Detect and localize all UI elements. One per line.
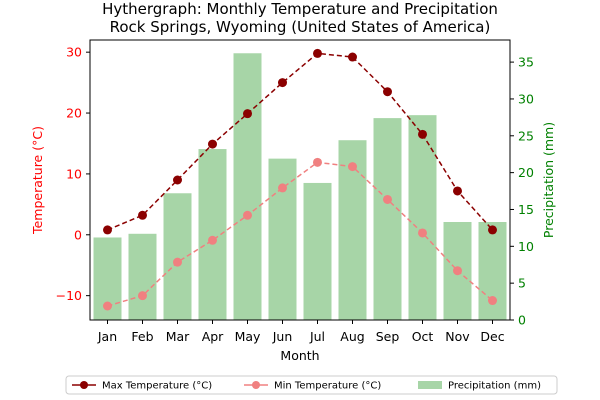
x-tick-label: Mar xyxy=(166,329,190,344)
x-tick-label: Jul xyxy=(309,329,325,344)
legend-label: Precipitation (mm) xyxy=(448,381,541,392)
precipitation-bar xyxy=(373,118,402,321)
precipitation-bars xyxy=(93,53,507,321)
precipitation-bar xyxy=(303,182,332,320)
y-axis-right-label: Precipitation (mm) xyxy=(541,122,556,238)
y-right-tick-label: 0 xyxy=(518,313,526,328)
legend-swatch-marker xyxy=(80,381,88,389)
y-left-tick-label: 30 xyxy=(66,45,82,60)
y-right-tick-label: 30 xyxy=(518,91,534,106)
min-temperature-point xyxy=(243,210,252,220)
min-temperature-point xyxy=(138,291,147,301)
precipitation-bar xyxy=(128,233,157,320)
x-axis-label: Month xyxy=(280,348,319,363)
precipitation-bar xyxy=(233,53,262,321)
y-axis-left-label: Temperature (°C) xyxy=(30,126,45,235)
x-tick-label: Jun xyxy=(272,329,293,344)
plot-frame xyxy=(89,39,511,321)
legend-box xyxy=(65,375,558,395)
temperature-lines xyxy=(103,48,497,311)
min-temperature-line xyxy=(107,161,493,307)
min-temperature-point xyxy=(173,257,182,267)
min-temperature-point xyxy=(453,266,462,276)
precipitation-bar xyxy=(408,115,437,320)
x-tick-label: Dec xyxy=(480,329,504,344)
y-left-tick-label: 10 xyxy=(66,166,82,181)
y-left-tick-label: 20 xyxy=(66,106,82,121)
chart-title: Hythergraph: Monthly Temperature and Pre… xyxy=(102,0,498,18)
precipitation-bar xyxy=(478,222,507,320)
max-temperature-point xyxy=(138,210,147,220)
min-temperature-point xyxy=(348,162,357,172)
x-tick-label: Nov xyxy=(445,329,470,344)
legend-swatch-marker xyxy=(252,381,260,389)
x-tick-label: Oct xyxy=(412,329,434,344)
x-tick-label: May xyxy=(235,329,261,344)
min-temperature-point xyxy=(418,228,427,238)
max-temperature-line xyxy=(107,52,494,231)
max-temperature-point xyxy=(453,186,462,196)
y-right-tick-label: 25 xyxy=(518,128,534,143)
legend: Max Temperature (°C) Min Temperature (°C)… xyxy=(65,375,558,395)
legend-label: Max Temperature (°C) xyxy=(102,381,212,392)
min-temperature-point xyxy=(103,301,112,311)
max-temperature-point xyxy=(488,225,497,235)
min-temperature-point xyxy=(383,194,392,204)
max-temperature-point xyxy=(418,129,427,139)
max-temperature-point xyxy=(278,78,287,88)
max-temperature-point xyxy=(103,225,112,235)
legend-swatch-bar xyxy=(418,381,442,389)
y-right-tick-label: 35 xyxy=(518,55,534,70)
chart-subtitle: Rock Springs, Wyoming (United States of … xyxy=(110,18,491,36)
x-tick-label: Apr xyxy=(202,329,224,344)
max-temperature-point xyxy=(208,139,217,149)
min-temperature-point xyxy=(313,157,322,167)
max-temperature-point xyxy=(383,87,392,97)
y-right-tick-label: 20 xyxy=(518,165,534,180)
y-right-tick-label: 10 xyxy=(518,239,534,254)
max-temperature-point xyxy=(173,175,182,185)
min-temperature-point xyxy=(278,183,287,193)
precipitation-bar xyxy=(198,149,227,320)
min-temperature-point xyxy=(488,296,497,306)
x-tick-label: Jan xyxy=(97,329,117,344)
x-tick-label: Sep xyxy=(376,329,400,344)
y-left-tick-label: −10 xyxy=(56,288,82,303)
max-temperature-point xyxy=(313,48,322,58)
max-temperature-point xyxy=(243,109,252,119)
y-left-tick-label: 0 xyxy=(74,227,82,242)
precipitation-bar xyxy=(268,158,297,320)
y-right-tick-label: 5 xyxy=(518,276,526,291)
legend-label: Min Temperature (°C) xyxy=(274,381,381,392)
max-temperature-point xyxy=(348,52,357,62)
precipitation-bar xyxy=(163,193,192,320)
axes: −10 0 10 20 30 0 5 10 15 20 25 30 35 Jan Feb Mar Apr May J… xyxy=(56,39,534,344)
x-tick-label: Aug xyxy=(340,329,364,344)
min-temperature-point xyxy=(208,235,217,245)
x-tick-label: Feb xyxy=(131,329,153,344)
y-right-tick-label: 15 xyxy=(518,202,534,217)
